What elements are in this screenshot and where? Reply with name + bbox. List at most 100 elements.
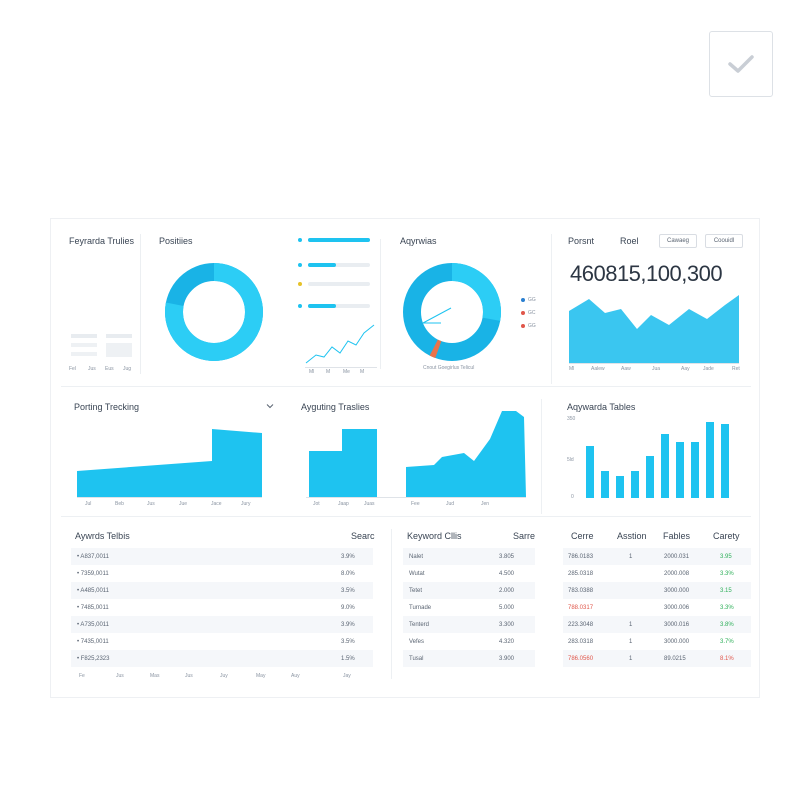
check-icon bbox=[728, 55, 754, 73]
x-tick: Jua bbox=[652, 366, 661, 372]
x-tick: Jus bbox=[88, 366, 96, 372]
progress-track bbox=[308, 304, 370, 308]
x-axis bbox=[77, 497, 262, 498]
progress-track bbox=[308, 238, 370, 242]
placeholder-bar bbox=[71, 343, 97, 347]
bar bbox=[691, 442, 699, 498]
table-row[interactable]: • F825,2323 1.5% bbox=[71, 650, 373, 667]
placeholder-bar bbox=[71, 334, 97, 338]
row-value: 3.5% bbox=[341, 638, 355, 645]
bar-chart bbox=[586, 422, 729, 498]
bar bbox=[721, 424, 729, 498]
column-header: Asstion bbox=[617, 531, 647, 541]
card-title: Ayguting Traslies bbox=[301, 402, 370, 412]
tab-roel[interactable]: Roel bbox=[620, 236, 639, 246]
table-row[interactable]: 786.0560 1 89.0215 8.1% bbox=[563, 650, 751, 667]
placeholder-bar bbox=[106, 334, 132, 338]
x-tick: Aalew bbox=[591, 366, 605, 372]
area-chart bbox=[569, 295, 739, 363]
row-cell: 3.3% bbox=[720, 604, 734, 611]
column-header: Cerre bbox=[571, 531, 594, 541]
legend: GG GC GG bbox=[521, 297, 536, 329]
legend-item: GG bbox=[521, 323, 536, 329]
donut-segment bbox=[403, 263, 501, 361]
row-cell: 223.3048 bbox=[568, 621, 594, 628]
table-row[interactable]: Tetet 2.000 bbox=[403, 582, 535, 599]
table-row[interactable]: • A837,0011 3.9% bbox=[71, 548, 373, 565]
chevron-down-icon[interactable] bbox=[266, 402, 274, 410]
bar bbox=[616, 476, 624, 498]
table-row[interactable]: Tusal 3.900 bbox=[403, 650, 535, 667]
x-tick: M bbox=[360, 369, 365, 375]
x-tick: May bbox=[256, 673, 266, 679]
x-tick: Ml bbox=[569, 366, 575, 372]
filter-button[interactable]: Coouidl bbox=[705, 234, 743, 248]
table-row[interactable]: 786.0183 1 2000.031 3.95 bbox=[563, 548, 751, 565]
table-row[interactable]: 223.3048 1 3000.016 3.8% bbox=[563, 616, 751, 633]
donut-segment bbox=[165, 263, 263, 361]
row-key: • 7485,0011 bbox=[77, 604, 109, 611]
row-cell: 788.0317 bbox=[568, 604, 594, 611]
card-title: Porsnt bbox=[568, 236, 595, 246]
table-row[interactable]: Tenterd 3.300 bbox=[403, 616, 535, 633]
x-axis bbox=[569, 363, 739, 364]
x-tick: Jus bbox=[185, 673, 193, 679]
row-cell: 3.8% bbox=[720, 621, 734, 628]
bar bbox=[631, 471, 639, 498]
table-title: Keyword Cllis bbox=[407, 531, 462, 541]
row-cell: 89.0215 bbox=[664, 655, 686, 662]
x-tick: Eus bbox=[105, 366, 114, 372]
filter-button[interactable]: Cawaeg bbox=[659, 234, 697, 248]
x-tick: Jud bbox=[446, 501, 455, 507]
row-value: 5.000 bbox=[499, 604, 515, 611]
row-cell: 3.7% bbox=[720, 638, 734, 645]
x-tick: Mas bbox=[150, 673, 160, 679]
bar bbox=[661, 434, 669, 498]
table-row[interactable]: Wutat 4.500 bbox=[403, 565, 535, 582]
row-key: Turnade bbox=[409, 604, 432, 611]
table-row[interactable]: 783.0388 3000.000 3.15 bbox=[563, 582, 751, 599]
x-tick: Ml bbox=[309, 369, 315, 375]
checkbox[interactable] bbox=[709, 31, 773, 97]
row-cell: 1 bbox=[629, 621, 633, 628]
bar bbox=[601, 471, 609, 498]
row-cell: 1 bbox=[629, 638, 633, 645]
table-row[interactable]: • A735,0011 3.9% bbox=[71, 616, 373, 633]
row-cell: 2000.031 bbox=[664, 553, 690, 560]
table-title: Aywrds Telbis bbox=[75, 531, 130, 541]
row-cell: 1 bbox=[629, 655, 633, 662]
row-value: 2.000 bbox=[499, 587, 515, 594]
x-tick: Jen bbox=[481, 501, 490, 507]
x-tick: Ret bbox=[732, 366, 740, 372]
card-title: Aqywarda Tables bbox=[567, 402, 636, 412]
table-row[interactable]: 283.0318 1 3000.000 3.7% bbox=[563, 633, 751, 650]
table-row[interactable]: 788.0317 3000.006 3.3% bbox=[563, 599, 751, 616]
table-row[interactable]: • 7359,0011 8.0% bbox=[71, 565, 373, 582]
table-row[interactable]: • 7485,0011 9.0% bbox=[71, 599, 373, 616]
x-axis bbox=[305, 367, 377, 368]
row-value: 1.5% bbox=[341, 655, 355, 662]
row-cell: 786.0560 bbox=[568, 655, 594, 662]
table-row[interactable]: Vefes 4.320 bbox=[403, 633, 535, 650]
table-row[interactable]: • 7435,0011 3.5% bbox=[71, 633, 373, 650]
donut-chart bbox=[402, 263, 501, 361]
legend-label: GG bbox=[528, 323, 536, 329]
table-row[interactable]: Nalet 3.805 bbox=[403, 548, 535, 565]
progress-fill bbox=[308, 263, 336, 267]
table-row[interactable]: 285.0318 2000.008 3.3% bbox=[563, 565, 751, 582]
card-title: Aqyrwias bbox=[400, 236, 437, 246]
bar bbox=[646, 456, 654, 498]
x-tick: Jury bbox=[241, 501, 251, 507]
area-series bbox=[77, 429, 262, 497]
area-chart bbox=[77, 429, 262, 497]
column-header: Carety bbox=[713, 531, 740, 541]
table-row[interactable]: Turnade 5.000 bbox=[403, 599, 535, 616]
footnote: Cnout Goegirlus Telicul bbox=[423, 365, 475, 371]
row-cell: 285.0318 bbox=[568, 570, 594, 577]
x-tick: M bbox=[326, 369, 331, 375]
row-key: Tenterd bbox=[409, 621, 430, 628]
x-tick: Jue bbox=[179, 501, 188, 507]
table-row[interactable]: • A485,0011 3.5% bbox=[71, 582, 373, 599]
x-tick: Aay bbox=[681, 366, 690, 372]
x-tick: Jot bbox=[313, 501, 320, 507]
